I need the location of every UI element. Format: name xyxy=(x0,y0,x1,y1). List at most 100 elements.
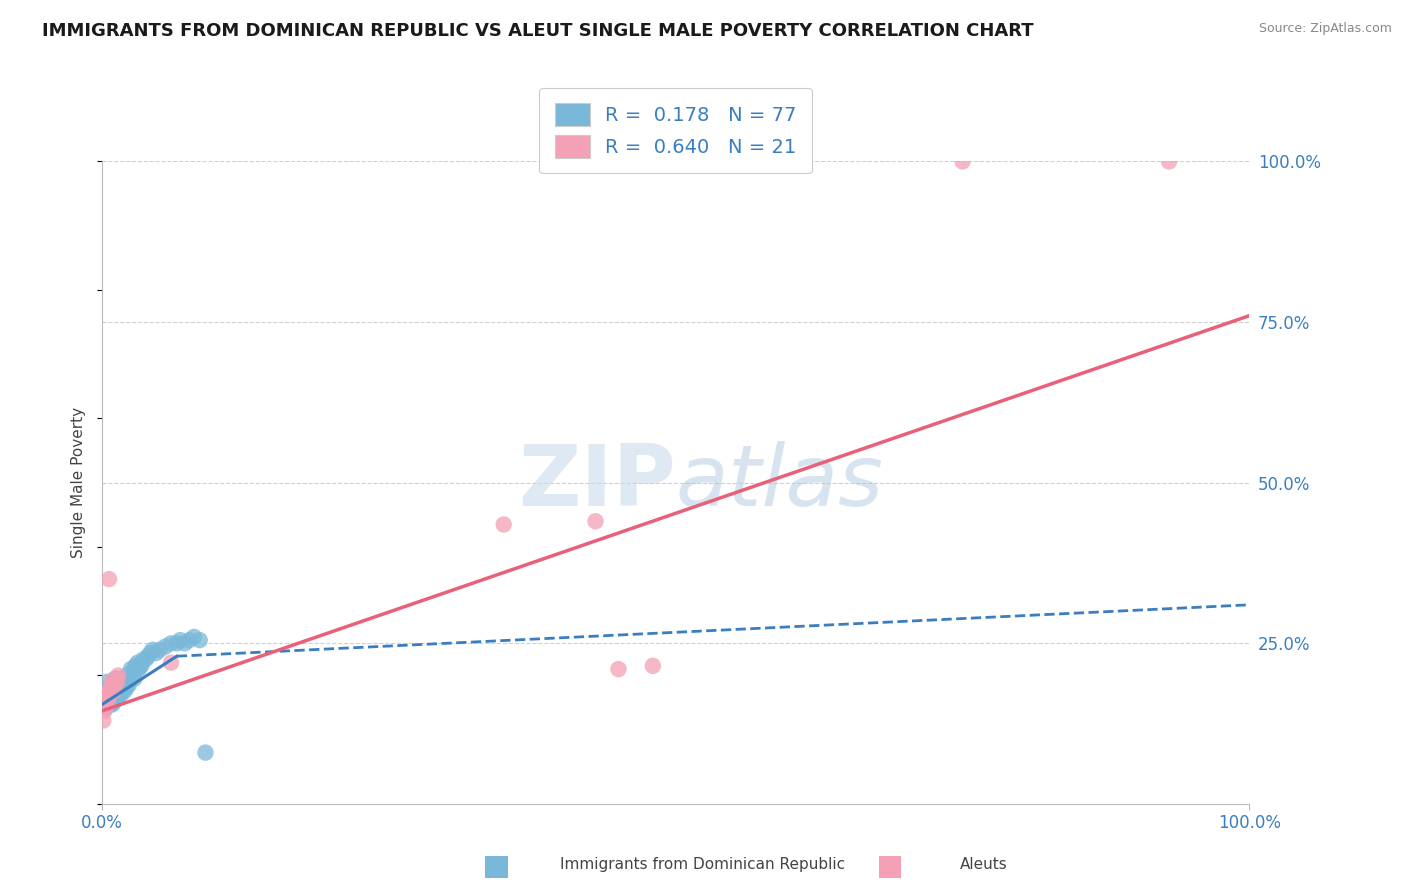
Point xyxy=(98,572,121,586)
Point xyxy=(97,690,120,705)
Text: Immigrants from Dominican Republic: Immigrants from Dominican Republic xyxy=(561,857,845,872)
Point xyxy=(125,662,148,676)
Point xyxy=(104,684,127,698)
Point xyxy=(104,678,127,692)
Text: atlas: atlas xyxy=(676,442,884,524)
Point xyxy=(93,714,115,728)
Point xyxy=(93,698,115,712)
Point xyxy=(98,698,121,712)
Point xyxy=(135,652,157,666)
Point xyxy=(160,636,183,650)
Point xyxy=(105,684,128,698)
Point xyxy=(607,662,630,676)
Point xyxy=(103,684,125,698)
Point xyxy=(104,694,127,708)
Point xyxy=(98,694,121,708)
Point xyxy=(117,678,139,692)
Legend: R =  0.178   N = 77, R =  0.640   N = 21: R = 0.178 N = 77, R = 0.640 N = 21 xyxy=(540,87,813,173)
Point xyxy=(105,674,128,689)
Point xyxy=(98,690,121,705)
Point xyxy=(98,681,121,696)
Point xyxy=(104,678,127,692)
Point xyxy=(112,684,135,698)
Point xyxy=(100,681,122,696)
Point xyxy=(188,633,211,648)
Point xyxy=(97,698,120,712)
Text: Aleuts: Aleuts xyxy=(960,857,1008,872)
Point xyxy=(98,688,121,702)
Text: IMMIGRANTS FROM DOMINICAN REPUBLIC VS ALEUT SINGLE MALE POVERTY CORRELATION CHAR: IMMIGRANTS FROM DOMINICAN REPUBLIC VS AL… xyxy=(42,22,1033,40)
Point xyxy=(120,662,142,676)
Point xyxy=(132,652,155,666)
Point xyxy=(1157,154,1180,169)
Point xyxy=(97,684,120,698)
Point xyxy=(194,746,217,760)
Point xyxy=(98,684,121,698)
Y-axis label: Single Male Poverty: Single Male Poverty xyxy=(72,407,86,558)
Point xyxy=(128,662,150,676)
Point xyxy=(111,681,134,696)
Point xyxy=(114,674,136,689)
Point xyxy=(98,681,121,696)
Point xyxy=(93,688,115,702)
Point xyxy=(96,681,118,696)
Point xyxy=(104,672,127,686)
Point xyxy=(124,672,146,686)
Point xyxy=(104,688,127,702)
Point xyxy=(117,668,139,682)
Point xyxy=(104,672,127,686)
Point xyxy=(122,668,145,682)
Point xyxy=(124,658,146,673)
Point xyxy=(96,674,118,689)
Point xyxy=(101,678,124,692)
Point xyxy=(100,694,122,708)
Point xyxy=(129,658,152,673)
Point xyxy=(641,658,664,673)
Point xyxy=(111,678,134,692)
Point xyxy=(94,688,117,702)
Point xyxy=(169,633,191,648)
Point xyxy=(97,694,120,708)
Point xyxy=(103,678,125,692)
Point xyxy=(101,698,124,712)
Point xyxy=(93,704,115,718)
Point xyxy=(110,678,132,692)
Point xyxy=(166,636,188,650)
Point xyxy=(160,656,183,670)
Point xyxy=(94,684,117,698)
Point xyxy=(103,690,125,705)
Point xyxy=(100,674,122,689)
Point xyxy=(142,642,165,657)
Point xyxy=(96,694,118,708)
Point xyxy=(96,688,118,702)
Point xyxy=(108,674,131,689)
Point xyxy=(173,636,195,650)
Point xyxy=(107,668,129,682)
Point xyxy=(103,684,125,698)
Point xyxy=(183,630,205,644)
Point xyxy=(93,694,115,708)
Point xyxy=(127,656,149,670)
Point xyxy=(121,665,143,680)
Point xyxy=(136,649,159,664)
Text: Source: ZipAtlas.com: Source: ZipAtlas.com xyxy=(1258,22,1392,36)
Point xyxy=(96,690,118,705)
Point xyxy=(94,690,117,705)
Point xyxy=(585,514,607,528)
Point xyxy=(111,672,134,686)
Point xyxy=(105,690,128,705)
Point xyxy=(118,672,141,686)
Text: ZIP: ZIP xyxy=(517,442,676,524)
Point xyxy=(107,681,129,696)
Point xyxy=(108,684,131,698)
Point xyxy=(107,688,129,702)
Point xyxy=(145,646,167,660)
Point xyxy=(94,700,117,714)
Point xyxy=(179,633,201,648)
Point xyxy=(148,642,170,657)
Point xyxy=(155,640,177,654)
Point xyxy=(115,681,138,696)
Point xyxy=(129,658,152,673)
Point xyxy=(98,684,121,698)
Point xyxy=(100,688,122,702)
